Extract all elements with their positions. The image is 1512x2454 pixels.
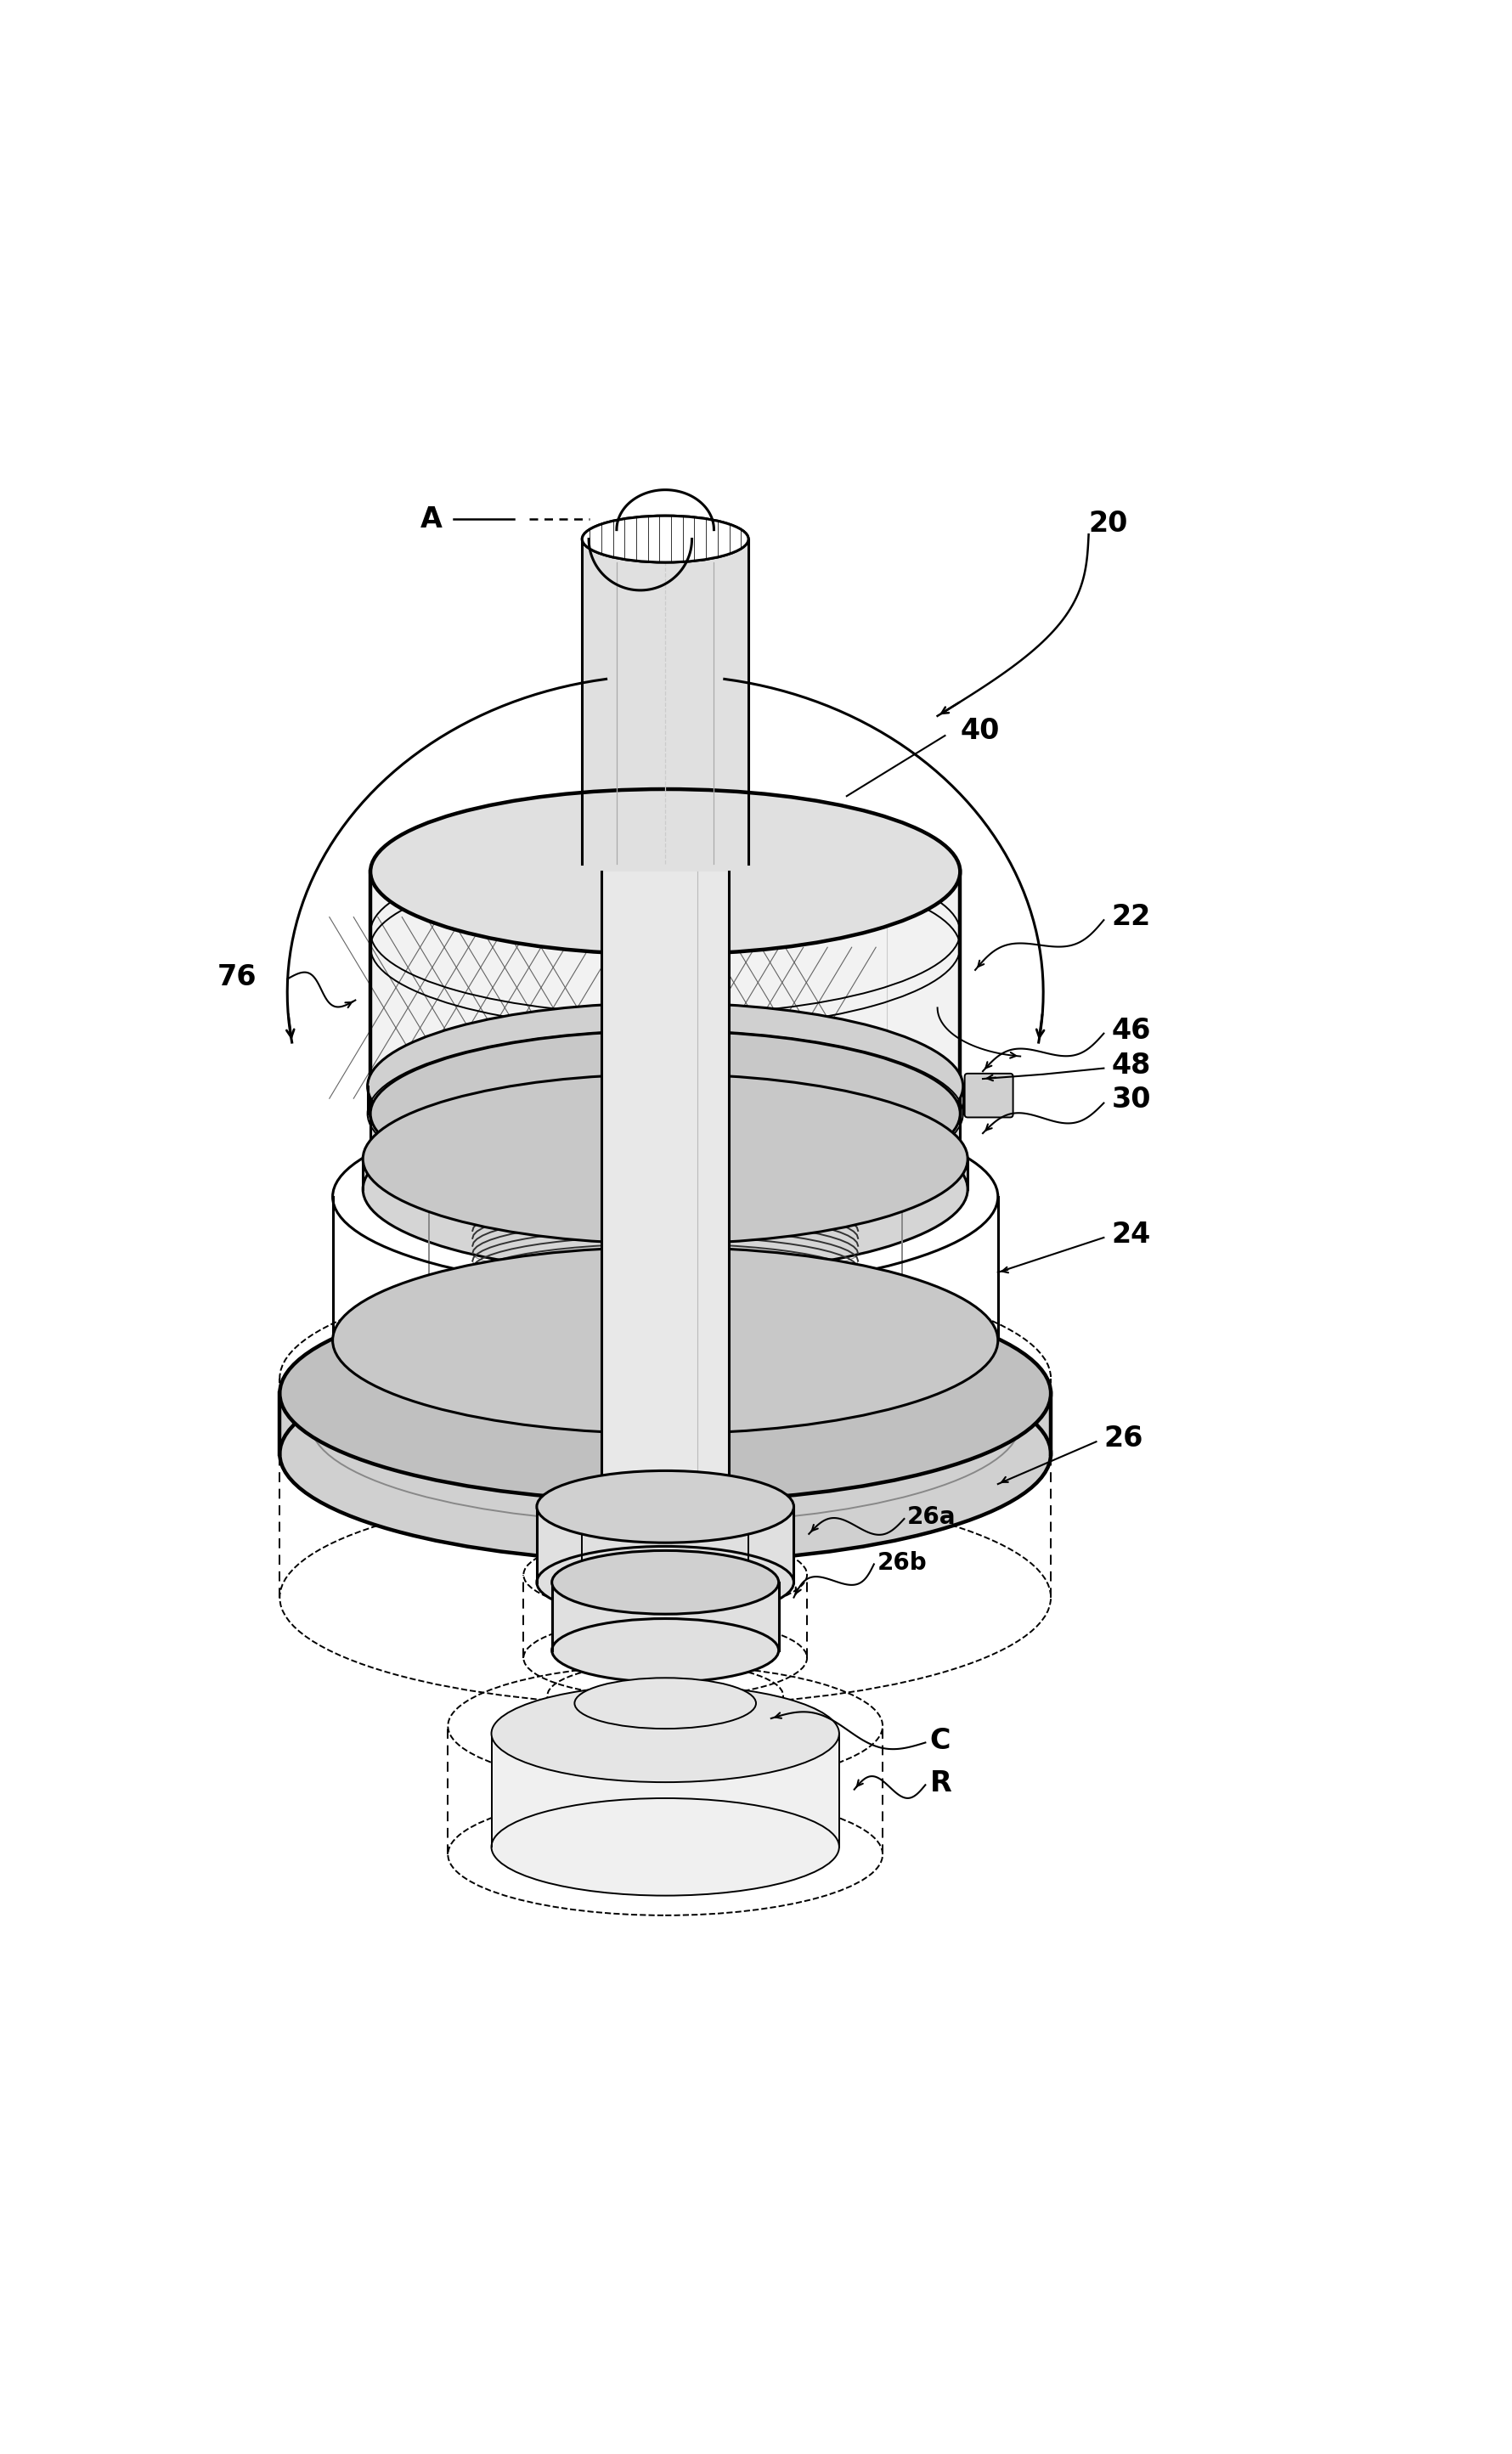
Ellipse shape — [582, 515, 748, 562]
Text: 76: 76 — [218, 964, 257, 991]
Ellipse shape — [491, 1799, 839, 1894]
Text: A: A — [420, 506, 442, 533]
Ellipse shape — [373, 1372, 440, 1394]
Ellipse shape — [363, 1104, 968, 1274]
Ellipse shape — [582, 1482, 748, 1529]
Ellipse shape — [280, 1286, 1051, 1502]
Text: 46: 46 — [1111, 1016, 1151, 1045]
Ellipse shape — [632, 1399, 699, 1421]
Ellipse shape — [792, 1391, 859, 1414]
Polygon shape — [363, 1158, 968, 1190]
Polygon shape — [582, 540, 748, 864]
Ellipse shape — [891, 1347, 957, 1369]
Ellipse shape — [602, 1490, 729, 1524]
Ellipse shape — [491, 1686, 839, 1782]
Ellipse shape — [582, 1558, 748, 1605]
Ellipse shape — [552, 1551, 779, 1615]
Ellipse shape — [537, 1470, 794, 1544]
Text: C: C — [930, 1728, 951, 1755]
Polygon shape — [370, 1114, 960, 1158]
FancyBboxPatch shape — [965, 1072, 1013, 1117]
Text: 24: 24 — [1111, 1220, 1151, 1249]
Ellipse shape — [582, 515, 748, 562]
Text: 30: 30 — [1111, 1087, 1151, 1114]
Polygon shape — [552, 1583, 779, 1652]
Ellipse shape — [373, 1347, 440, 1369]
Ellipse shape — [945, 1423, 990, 1440]
Ellipse shape — [367, 1004, 963, 1171]
Text: 26b: 26b — [877, 1551, 927, 1575]
Ellipse shape — [370, 790, 960, 955]
Polygon shape — [491, 1733, 839, 1848]
Ellipse shape — [537, 1546, 794, 1617]
Ellipse shape — [575, 1679, 756, 1728]
Ellipse shape — [552, 1620, 779, 1681]
Text: 26: 26 — [1104, 1426, 1143, 1453]
Ellipse shape — [333, 1293, 998, 1480]
Ellipse shape — [280, 1345, 1051, 1561]
Ellipse shape — [792, 1328, 859, 1352]
Polygon shape — [333, 1340, 998, 1387]
Polygon shape — [602, 871, 729, 1507]
Ellipse shape — [363, 1075, 968, 1244]
Ellipse shape — [370, 1031, 960, 1195]
Ellipse shape — [891, 1372, 957, 1394]
Text: 26a: 26a — [907, 1504, 956, 1529]
Text: 48: 48 — [1111, 1050, 1151, 1080]
Ellipse shape — [333, 1247, 998, 1433]
Polygon shape — [370, 871, 960, 1114]
Text: 22: 22 — [1111, 903, 1151, 930]
Ellipse shape — [472, 1328, 538, 1352]
Text: 40: 40 — [960, 717, 999, 746]
Text: 20: 20 — [1089, 510, 1128, 537]
Text: R: R — [930, 1769, 951, 1796]
Polygon shape — [280, 1394, 1051, 1453]
Ellipse shape — [370, 1031, 960, 1195]
Ellipse shape — [370, 1077, 960, 1242]
Ellipse shape — [575, 1708, 756, 1760]
Ellipse shape — [643, 1387, 688, 1406]
Polygon shape — [575, 1703, 756, 1733]
Ellipse shape — [340, 1423, 386, 1440]
Polygon shape — [537, 1507, 794, 1583]
Ellipse shape — [472, 1391, 538, 1414]
Ellipse shape — [632, 1320, 699, 1345]
